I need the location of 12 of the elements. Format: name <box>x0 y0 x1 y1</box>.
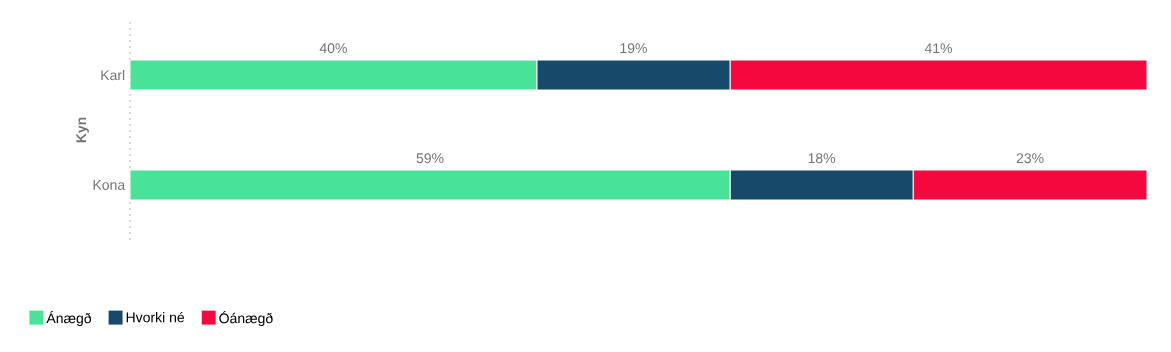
data-label: 19% <box>620 43 647 54</box>
data-label: 23% <box>1016 153 1044 164</box>
legend-label: Óánægð <box>219 310 273 327</box>
legend-label: Hvorki né <box>126 311 185 323</box>
y-axis-title: Kyn <box>76 117 89 143</box>
data-label: 59% <box>416 153 444 164</box>
data-label: 18% <box>808 153 836 164</box>
data-label: 41% <box>924 43 953 54</box>
y-tick-label: Kona <box>93 180 126 190</box>
y-tick-label: Karl <box>101 69 125 81</box>
legend-label: Ánægð <box>46 310 92 327</box>
data-label: 40% <box>319 43 347 54</box>
